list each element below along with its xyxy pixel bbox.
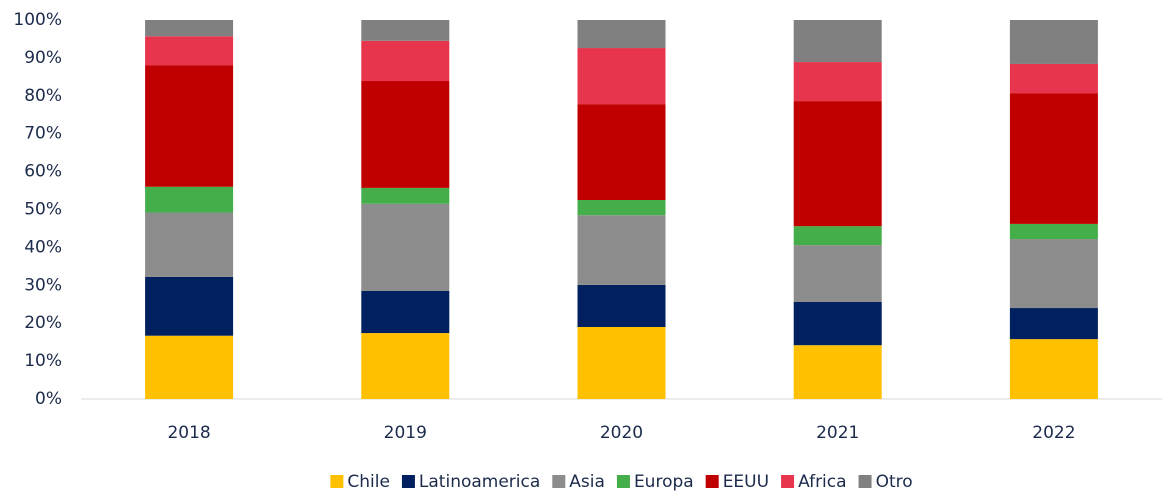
- y-tick-label: 100%: [13, 10, 62, 30]
- bar-segment: [577, 284, 666, 327]
- bar-segment: [1009, 339, 1098, 399]
- y-tick-label: 10%: [24, 351, 62, 371]
- bar-segment: [577, 200, 666, 216]
- bar-segment: [361, 203, 450, 291]
- legend-swatch: [705, 475, 719, 488]
- legend-label: Asia: [569, 472, 605, 492]
- bar-segment: [145, 65, 234, 187]
- legend-label: Europa: [634, 472, 694, 492]
- bar-segment: [145, 186, 234, 213]
- y-tick-label: 90%: [24, 48, 62, 68]
- y-tick-label: 30%: [24, 275, 62, 295]
- legend-swatch: [616, 475, 630, 488]
- legend-label: Latinoamerica: [419, 472, 540, 492]
- y-tick-label: 80%: [24, 86, 62, 106]
- bar-segment: [361, 81, 450, 188]
- bar-segment: [361, 290, 450, 334]
- bar-segment: [793, 345, 882, 399]
- legend-label: EEUU: [723, 472, 769, 492]
- x-tick-label: 2022: [1032, 423, 1075, 443]
- bar-segment: [361, 187, 450, 204]
- y-tick-label: 0%: [35, 389, 62, 409]
- bar-segment: [145, 276, 234, 336]
- bar-segment: [1009, 239, 1098, 309]
- bar-segment: [361, 333, 450, 399]
- bar-segment: [145, 212, 234, 277]
- y-tick-label: 50%: [24, 200, 62, 220]
- bar-segment: [793, 226, 882, 246]
- y-tick-label: 60%: [24, 162, 62, 182]
- bar-segment: [145, 20, 234, 37]
- bar-segment: [793, 20, 882, 63]
- bar-segment: [793, 245, 882, 302]
- legend-label: Otro: [876, 472, 913, 492]
- y-tick-label: 20%: [24, 313, 62, 333]
- bar-segment: [1009, 223, 1098, 240]
- legend-label: Africa: [798, 472, 847, 492]
- legend-swatch: [781, 475, 795, 488]
- bar-segment: [361, 40, 450, 82]
- bar-segment: [361, 20, 450, 41]
- x-tick-label: 2020: [600, 423, 643, 443]
- bar-segment: [577, 215, 666, 285]
- bar-segment: [1009, 63, 1098, 94]
- legend-swatch: [552, 475, 566, 488]
- bar-segment: [577, 104, 666, 201]
- bar-segment: [1009, 93, 1098, 224]
- bar-segment: [577, 20, 666, 49]
- bar-segment: [793, 301, 882, 346]
- x-tick-label: 2019: [384, 423, 427, 443]
- x-tick-label: 2018: [167, 423, 210, 443]
- bar-segment: [577, 326, 666, 399]
- y-tick-label: 70%: [24, 124, 62, 144]
- bar-segment: [145, 335, 234, 399]
- bar-segment: [1009, 20, 1098, 64]
- legend-swatch: [330, 475, 344, 488]
- bar-segment: [1009, 308, 1098, 340]
- x-tick-label: 2021: [816, 423, 859, 443]
- bar-segment: [793, 101, 882, 227]
- bar-segment: [577, 48, 666, 105]
- legend-label: Chile: [347, 472, 390, 492]
- legend-swatch: [858, 475, 872, 488]
- y-tick-label: 40%: [24, 237, 62, 257]
- bar-segment: [793, 62, 882, 102]
- bar-segment: [145, 36, 234, 66]
- legend-swatch: [401, 475, 415, 488]
